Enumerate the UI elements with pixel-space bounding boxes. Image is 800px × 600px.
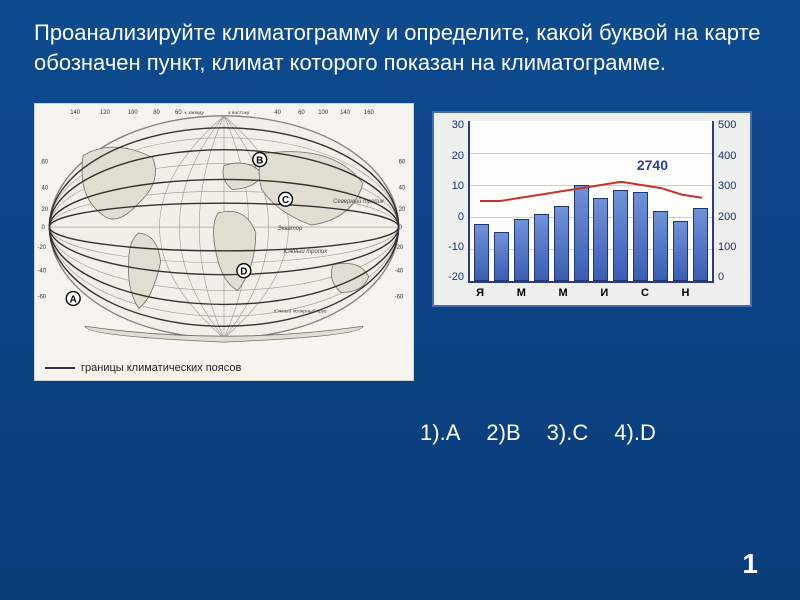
question-text: Проанализируйте климатограмму и определи… bbox=[34, 18, 766, 77]
precip-bar bbox=[613, 190, 628, 281]
svg-text:120: 120 bbox=[100, 110, 111, 116]
plot-area: 2740 bbox=[468, 121, 714, 283]
svg-text:-60: -60 bbox=[395, 295, 404, 301]
svg-text:60: 60 bbox=[41, 160, 48, 166]
precip-bar bbox=[494, 232, 509, 282]
page-number: 1 bbox=[742, 548, 758, 580]
annual-precip-label: 2740 bbox=[637, 157, 668, 173]
svg-text:-60: -60 bbox=[37, 295, 46, 301]
precip-bar bbox=[633, 192, 648, 282]
svg-text:0: 0 bbox=[41, 225, 45, 231]
map-caption: границы климатических поясов bbox=[45, 362, 241, 374]
precip-bar bbox=[554, 206, 569, 281]
svg-text:60: 60 bbox=[399, 160, 406, 166]
precip-bar bbox=[534, 214, 549, 281]
svg-text:100: 100 bbox=[318, 110, 329, 116]
svg-text:40: 40 bbox=[41, 186, 48, 192]
world-map: 140 120 100 80 60 к западу к востоку 40 60 1… bbox=[35, 104, 413, 358]
option-4: 4).D bbox=[614, 420, 656, 446]
answer-options: 1).A 2)B 3).C 4).D bbox=[420, 420, 656, 446]
svg-text:60: 60 bbox=[175, 110, 182, 116]
map-point-d: D bbox=[240, 267, 247, 278]
temp-axis: 30 20 10 0 -10 -20 bbox=[440, 119, 466, 283]
svg-text:140: 140 bbox=[70, 110, 81, 116]
svg-text:20: 20 bbox=[41, 208, 48, 214]
svg-text:160: 160 bbox=[364, 110, 375, 116]
option-2: 2)B bbox=[486, 420, 520, 446]
svg-text:-20: -20 bbox=[37, 245, 46, 251]
legend-line-icon bbox=[45, 367, 75, 369]
svg-text:20: 20 bbox=[399, 208, 406, 214]
climatogram-panel: 30 20 10 0 -10 -20 500 400 300 200 100 0 bbox=[432, 111, 752, 307]
precip-bar bbox=[673, 221, 688, 282]
map-point-c: C bbox=[282, 196, 289, 207]
svg-text:40: 40 bbox=[274, 110, 281, 116]
precip-bars bbox=[472, 121, 710, 281]
slide: Проанализируйте климатограмму и определи… bbox=[0, 0, 800, 600]
map-panel: 140 120 100 80 60 к западу к востоку 40 60 1… bbox=[34, 103, 414, 381]
svg-text:80: 80 bbox=[153, 110, 160, 116]
svg-text:60: 60 bbox=[298, 110, 305, 116]
map-point-b: B bbox=[256, 156, 263, 167]
svg-text:100: 100 bbox=[128, 110, 139, 116]
map-caption-text: границы климатических поясов bbox=[81, 362, 241, 374]
precip-bar bbox=[693, 208, 708, 282]
svg-text:40: 40 bbox=[399, 186, 406, 192]
svg-text:-40: -40 bbox=[37, 269, 46, 275]
svg-text:140: 140 bbox=[340, 110, 351, 116]
svg-text:-40: -40 bbox=[395, 269, 404, 275]
svg-text:Экватор: Экватор bbox=[278, 226, 303, 232]
precip-bar bbox=[474, 224, 489, 282]
svg-text:к востоку: к востоку bbox=[228, 111, 250, 116]
content-row: 140 120 100 80 60 к западу к востоку 40 60 1… bbox=[34, 103, 766, 381]
option-1: 1).A bbox=[420, 420, 460, 446]
precip-bar bbox=[653, 211, 668, 281]
precip-bar bbox=[514, 219, 529, 281]
svg-text:к западу: к западу bbox=[185, 111, 205, 116]
month-labels: ЯММИСН bbox=[468, 287, 714, 299]
precip-bar bbox=[593, 198, 608, 281]
climatogram: 30 20 10 0 -10 -20 500 400 300 200 100 0 bbox=[440, 119, 744, 301]
map-point-a: A bbox=[70, 295, 77, 306]
option-3: 3).C bbox=[547, 420, 589, 446]
precip-bar bbox=[574, 185, 589, 281]
precip-axis: 500 400 300 200 100 0 bbox=[716, 119, 744, 283]
